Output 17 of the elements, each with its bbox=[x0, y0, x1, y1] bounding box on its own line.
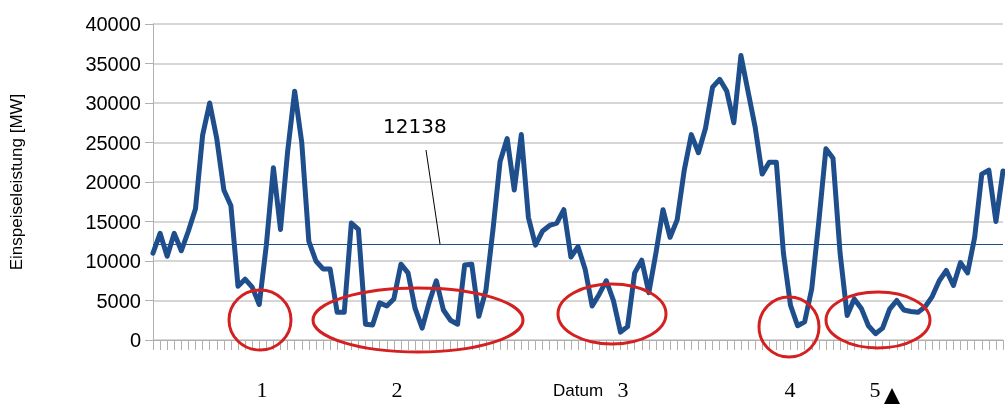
text: 5 bbox=[869, 376, 881, 402]
y-tick-label: 40000 bbox=[85, 13, 141, 35]
y-tick-label: 25000 bbox=[85, 131, 141, 154]
y-tick-label: 20000 bbox=[85, 171, 141, 193]
y-tick-label: 35000 bbox=[85, 52, 141, 75]
y-axis-title: Einspeiseleistung [MW] bbox=[7, 93, 26, 271]
text: 2 bbox=[391, 376, 403, 402]
x-axis-title: Datum bbox=[552, 381, 604, 400]
y-tick-label: 30000 bbox=[85, 92, 141, 114]
y-tick-label: 0 bbox=[129, 329, 141, 351]
y-tick-label: 10000 bbox=[85, 250, 141, 272]
text: 4 bbox=[784, 376, 796, 402]
text: 3 bbox=[617, 376, 629, 402]
text: 1 bbox=[256, 376, 268, 402]
ref-line-label: 12138 bbox=[383, 114, 447, 138]
y-tick-label: 5000 bbox=[96, 289, 141, 312]
y-tick-label: 15000 bbox=[85, 210, 141, 233]
